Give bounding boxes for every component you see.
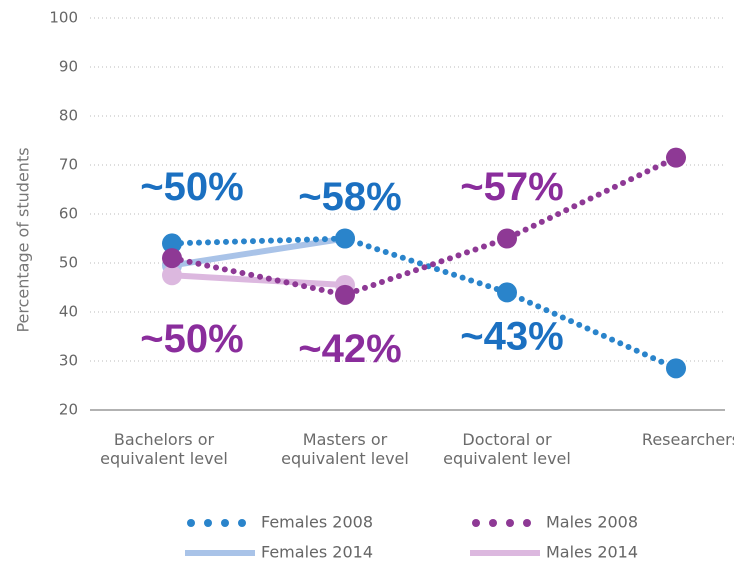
y-axis-label: Percentage of students bbox=[14, 147, 33, 332]
data-point bbox=[666, 147, 686, 168]
y-tick-label: 50 bbox=[59, 254, 78, 272]
series-line bbox=[169, 154, 679, 298]
y-tick-label: 20 bbox=[59, 401, 78, 419]
series-line bbox=[169, 235, 348, 269]
y-tick-label: 60 bbox=[59, 205, 78, 223]
annotation: ~50% bbox=[140, 165, 243, 209]
data-point bbox=[162, 248, 182, 269]
annotation: ~42% bbox=[298, 327, 401, 371]
legend-label: Females 2014 bbox=[261, 543, 373, 562]
y-tick-label: 30 bbox=[59, 352, 78, 370]
legend-swatch bbox=[489, 519, 497, 527]
y-tick-label: 40 bbox=[59, 303, 78, 321]
data-point bbox=[666, 358, 686, 379]
x-tick-label: Masters or equivalent level bbox=[281, 430, 409, 468]
x-tick-label: Researchers bbox=[641, 430, 734, 449]
annotation: ~43% bbox=[460, 315, 563, 359]
data-point bbox=[497, 282, 517, 303]
y-tick-label: 70 bbox=[59, 156, 78, 174]
annotation: ~50% bbox=[140, 317, 243, 361]
legend-label: Males 2014 bbox=[546, 543, 638, 562]
y-tick-label: 80 bbox=[59, 107, 78, 125]
legend-swatch bbox=[187, 519, 195, 527]
x-tick-label: Bachelors or equivalent level bbox=[100, 430, 228, 468]
annotation: ~57% bbox=[460, 165, 563, 209]
annotation: ~58% bbox=[298, 175, 401, 219]
legend-label: Males 2008 bbox=[546, 513, 638, 532]
legend-swatch bbox=[238, 519, 246, 527]
legend-swatch bbox=[204, 519, 212, 527]
legend-swatch bbox=[472, 519, 480, 527]
x-tick-label: Doctoral or equivalent level bbox=[443, 430, 571, 468]
series-line bbox=[169, 235, 679, 372]
data-point bbox=[162, 265, 182, 286]
y-tick-label: 100 bbox=[49, 9, 78, 27]
data-point bbox=[335, 284, 355, 305]
legend-swatch bbox=[506, 519, 514, 527]
data-point bbox=[162, 233, 182, 254]
data-point bbox=[497, 228, 517, 249]
legend-label: Females 2008 bbox=[261, 513, 373, 532]
y-tick-label: 90 bbox=[59, 58, 78, 76]
data-point bbox=[335, 228, 355, 249]
legend-swatch bbox=[221, 519, 229, 527]
series-line bbox=[169, 272, 348, 289]
legend-swatch bbox=[523, 519, 531, 527]
